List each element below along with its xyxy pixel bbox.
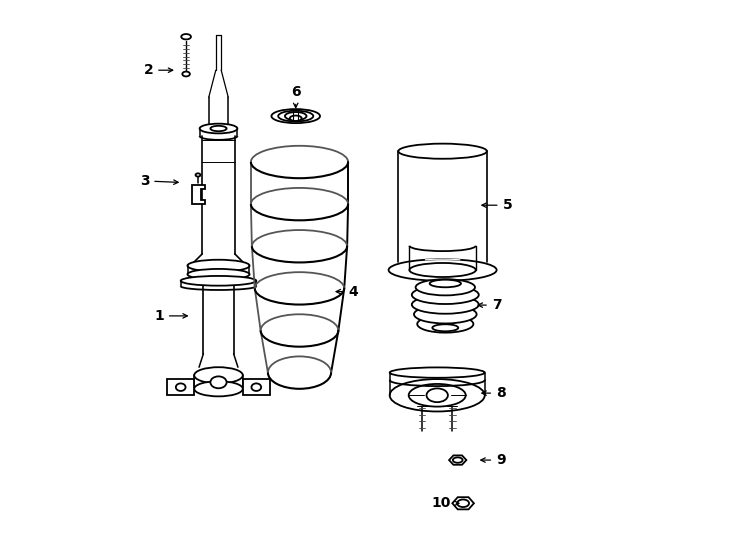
Text: 2: 2	[143, 63, 172, 77]
Polygon shape	[243, 379, 270, 395]
Ellipse shape	[412, 286, 479, 304]
Polygon shape	[192, 185, 205, 204]
Text: 4: 4	[336, 285, 358, 299]
Ellipse shape	[426, 388, 448, 402]
Text: 1: 1	[154, 309, 187, 323]
Ellipse shape	[415, 279, 475, 295]
Ellipse shape	[285, 112, 307, 120]
Ellipse shape	[182, 71, 190, 76]
Ellipse shape	[211, 126, 227, 131]
Ellipse shape	[390, 367, 484, 378]
Ellipse shape	[410, 263, 476, 277]
Polygon shape	[167, 379, 195, 395]
Ellipse shape	[412, 295, 479, 314]
Text: 8: 8	[482, 386, 506, 400]
Ellipse shape	[195, 367, 243, 383]
Ellipse shape	[176, 383, 186, 391]
Text: 9: 9	[481, 453, 506, 467]
Text: 5: 5	[482, 198, 512, 212]
Polygon shape	[452, 497, 474, 509]
Ellipse shape	[399, 144, 487, 159]
Ellipse shape	[272, 109, 320, 123]
Text: 3: 3	[139, 174, 178, 188]
Ellipse shape	[252, 383, 261, 391]
Ellipse shape	[290, 116, 302, 121]
Ellipse shape	[414, 305, 476, 323]
Ellipse shape	[432, 324, 458, 331]
Ellipse shape	[181, 34, 191, 39]
Ellipse shape	[187, 269, 250, 280]
Ellipse shape	[278, 111, 313, 122]
Ellipse shape	[200, 124, 237, 133]
Ellipse shape	[195, 173, 200, 177]
Ellipse shape	[429, 280, 461, 287]
Ellipse shape	[417, 315, 473, 333]
Text: 7: 7	[478, 298, 501, 312]
Ellipse shape	[388, 259, 497, 281]
Polygon shape	[449, 455, 466, 465]
Text: 6: 6	[291, 85, 300, 107]
Ellipse shape	[390, 379, 484, 411]
Ellipse shape	[195, 381, 243, 396]
Text: 10: 10	[432, 496, 459, 510]
Ellipse shape	[187, 260, 250, 272]
Ellipse shape	[211, 376, 227, 388]
Ellipse shape	[181, 276, 256, 286]
Ellipse shape	[409, 384, 465, 407]
